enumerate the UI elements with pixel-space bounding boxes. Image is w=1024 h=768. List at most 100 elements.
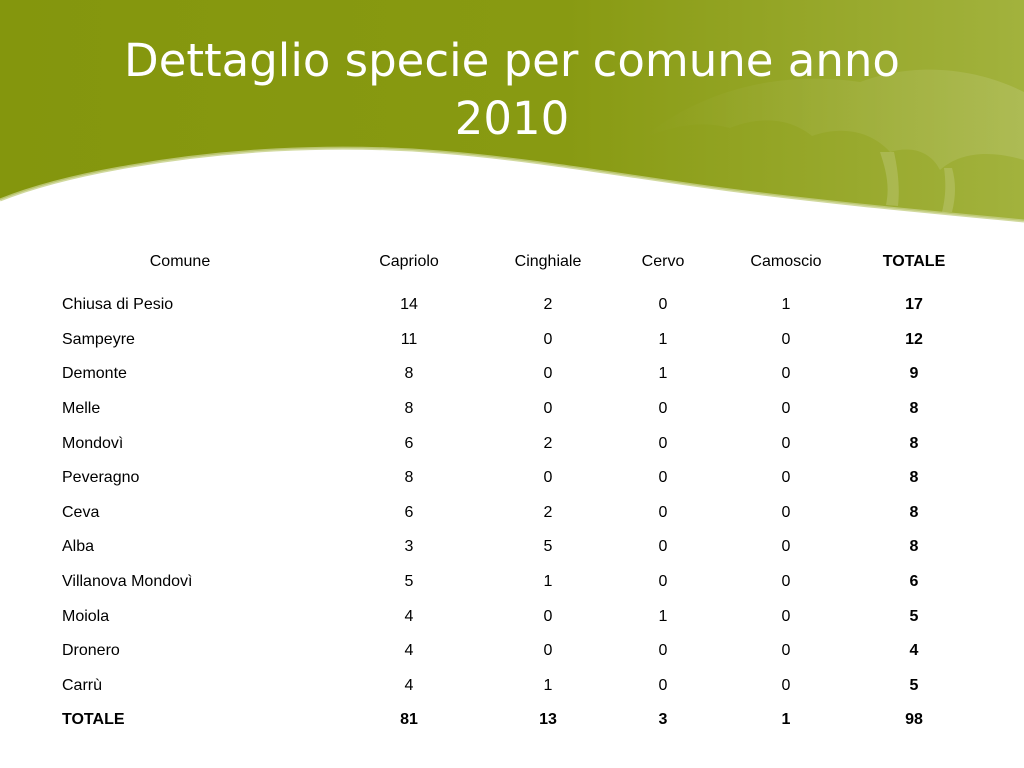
cell-comune: Demonte [62, 365, 127, 383]
banner-tree-trunk-decoration [880, 152, 955, 212]
cell-totale: 17 [905, 296, 923, 314]
table-row: Sampeyre 11 0 1 0 12 [44, 323, 988, 358]
cell-cinghiale: 1 [543, 676, 553, 694]
cell-camoscio: 0 [781, 538, 791, 556]
cell-cinghiale: 0 [543, 330, 553, 348]
grand-total: 98 [905, 711, 923, 729]
cell-capriolo: 8 [404, 469, 414, 487]
cell-camoscio: 0 [781, 607, 791, 625]
cell-cervo: 1 [658, 607, 668, 625]
cell-cervo: 0 [658, 676, 668, 694]
cell-capriolo: 6 [404, 434, 414, 452]
cell-cinghiale: 1 [543, 573, 553, 591]
cell-cinghiale: 2 [543, 296, 553, 314]
header-camoscio: Camoscio [750, 253, 822, 270]
cell-cinghiale: 5 [543, 538, 553, 556]
table-row: Dronero 4 0 0 0 4 [44, 634, 988, 669]
header-comune: Comune [149, 253, 211, 270]
cell-comune: Sampeyre [62, 330, 135, 348]
cell-capriolo: 8 [404, 400, 414, 418]
cell-cervo: 0 [658, 400, 668, 418]
cell-comune: Peveragno [62, 469, 140, 487]
header-capriolo: Capriolo [379, 253, 439, 270]
table-row: Chiusa di Pesio 14 2 0 1 17 [44, 288, 988, 323]
cell-cinghiale: 0 [543, 642, 553, 660]
cell-camoscio: 0 [781, 434, 791, 452]
banner-background [0, 0, 1024, 221]
cell-comune: Melle [62, 400, 101, 418]
header-cinghiale: Cinghiale [514, 253, 582, 270]
cell-totale: 5 [909, 607, 919, 625]
cell-camoscio: 0 [781, 503, 791, 521]
cell-cervo: 0 [658, 434, 668, 452]
total-cinghiale: 13 [539, 711, 557, 729]
table-header-row: Comune Capriolo Cinghiale Cervo Camoscio… [44, 244, 988, 288]
cell-totale: 4 [909, 642, 919, 660]
cell-totale: 6 [909, 573, 919, 591]
cell-capriolo: 8 [404, 365, 414, 383]
cell-comune: Carrù [62, 676, 103, 694]
banner-edge-highlight [0, 146, 1024, 223]
cell-comune: Moiola [62, 607, 110, 625]
cell-capriolo: 3 [404, 538, 414, 556]
cell-comune: Mondovì [62, 434, 124, 452]
cell-totale: 8 [909, 469, 919, 487]
cell-camoscio: 0 [781, 573, 791, 591]
cell-capriolo: 4 [404, 676, 414, 694]
table-total-row: TOTALE 81 13 3 1 98 [44, 703, 988, 738]
cell-comune: Ceva [62, 503, 100, 521]
table-row: Demonte 8 0 1 0 9 [44, 357, 988, 392]
total-cervo: 3 [658, 711, 668, 729]
total-camoscio: 1 [781, 711, 791, 729]
table-row: Mondovì 6 2 0 0 8 [44, 426, 988, 461]
cell-cervo: 1 [658, 365, 668, 383]
table-row: Ceva 6 2 0 0 8 [44, 496, 988, 531]
table-row: Carrù 4 1 0 0 5 [44, 669, 988, 704]
cell-cervo: 0 [658, 573, 668, 591]
cell-cervo: 0 [658, 538, 668, 556]
cell-capriolo: 6 [404, 503, 414, 521]
cell-cervo: 0 [658, 642, 668, 660]
cell-totale: 9 [909, 365, 919, 383]
cell-capriolo: 4 [404, 642, 414, 660]
cell-cervo: 0 [658, 296, 668, 314]
cell-capriolo: 5 [404, 573, 414, 591]
cell-cervo: 1 [658, 330, 668, 348]
cell-cinghiale: 0 [543, 400, 553, 418]
cell-camoscio: 0 [781, 642, 791, 660]
total-row-label: TOTALE [62, 711, 125, 729]
cell-cervo: 0 [658, 503, 668, 521]
cell-totale: 5 [909, 676, 919, 694]
cell-cinghiale: 0 [543, 607, 553, 625]
table-row: Peveragno 8 0 0 0 8 [44, 461, 988, 496]
cell-camoscio: 0 [781, 400, 791, 418]
banner-tree-decoration [640, 69, 1024, 170]
cell-cinghiale: 2 [543, 503, 553, 521]
cell-totale: 8 [909, 538, 919, 556]
cell-camoscio: 1 [781, 296, 791, 314]
cell-comune: Alba [62, 538, 95, 556]
species-table: Comune Capriolo Cinghiale Cervo Camoscio… [44, 244, 988, 738]
table-row: Alba 3 5 0 0 8 [44, 530, 988, 565]
cell-cinghiale: 0 [543, 365, 553, 383]
cell-cinghiale: 2 [543, 434, 553, 452]
cell-camoscio: 0 [781, 676, 791, 694]
total-capriolo: 81 [400, 711, 418, 729]
cell-totale: 8 [909, 503, 919, 521]
cell-camoscio: 0 [781, 365, 791, 383]
header-cervo: Cervo [641, 253, 685, 270]
cell-comune: Chiusa di Pesio [62, 296, 174, 314]
cell-capriolo: 4 [404, 607, 414, 625]
cell-camoscio: 0 [781, 469, 791, 487]
cell-capriolo: 11 [400, 330, 418, 348]
cell-capriolo: 14 [400, 296, 418, 314]
cell-camoscio: 0 [781, 330, 791, 348]
cell-totale: 8 [909, 434, 919, 452]
table-row: Melle 8 0 0 0 8 [44, 392, 988, 427]
header-banner [0, 0, 1024, 223]
cell-totale: 12 [905, 330, 923, 348]
cell-cinghiale: 0 [543, 469, 553, 487]
cell-comune: Dronero [62, 642, 120, 660]
table-row: Villanova Mondovì 5 1 0 0 6 [44, 565, 988, 600]
cell-totale: 8 [909, 400, 919, 418]
